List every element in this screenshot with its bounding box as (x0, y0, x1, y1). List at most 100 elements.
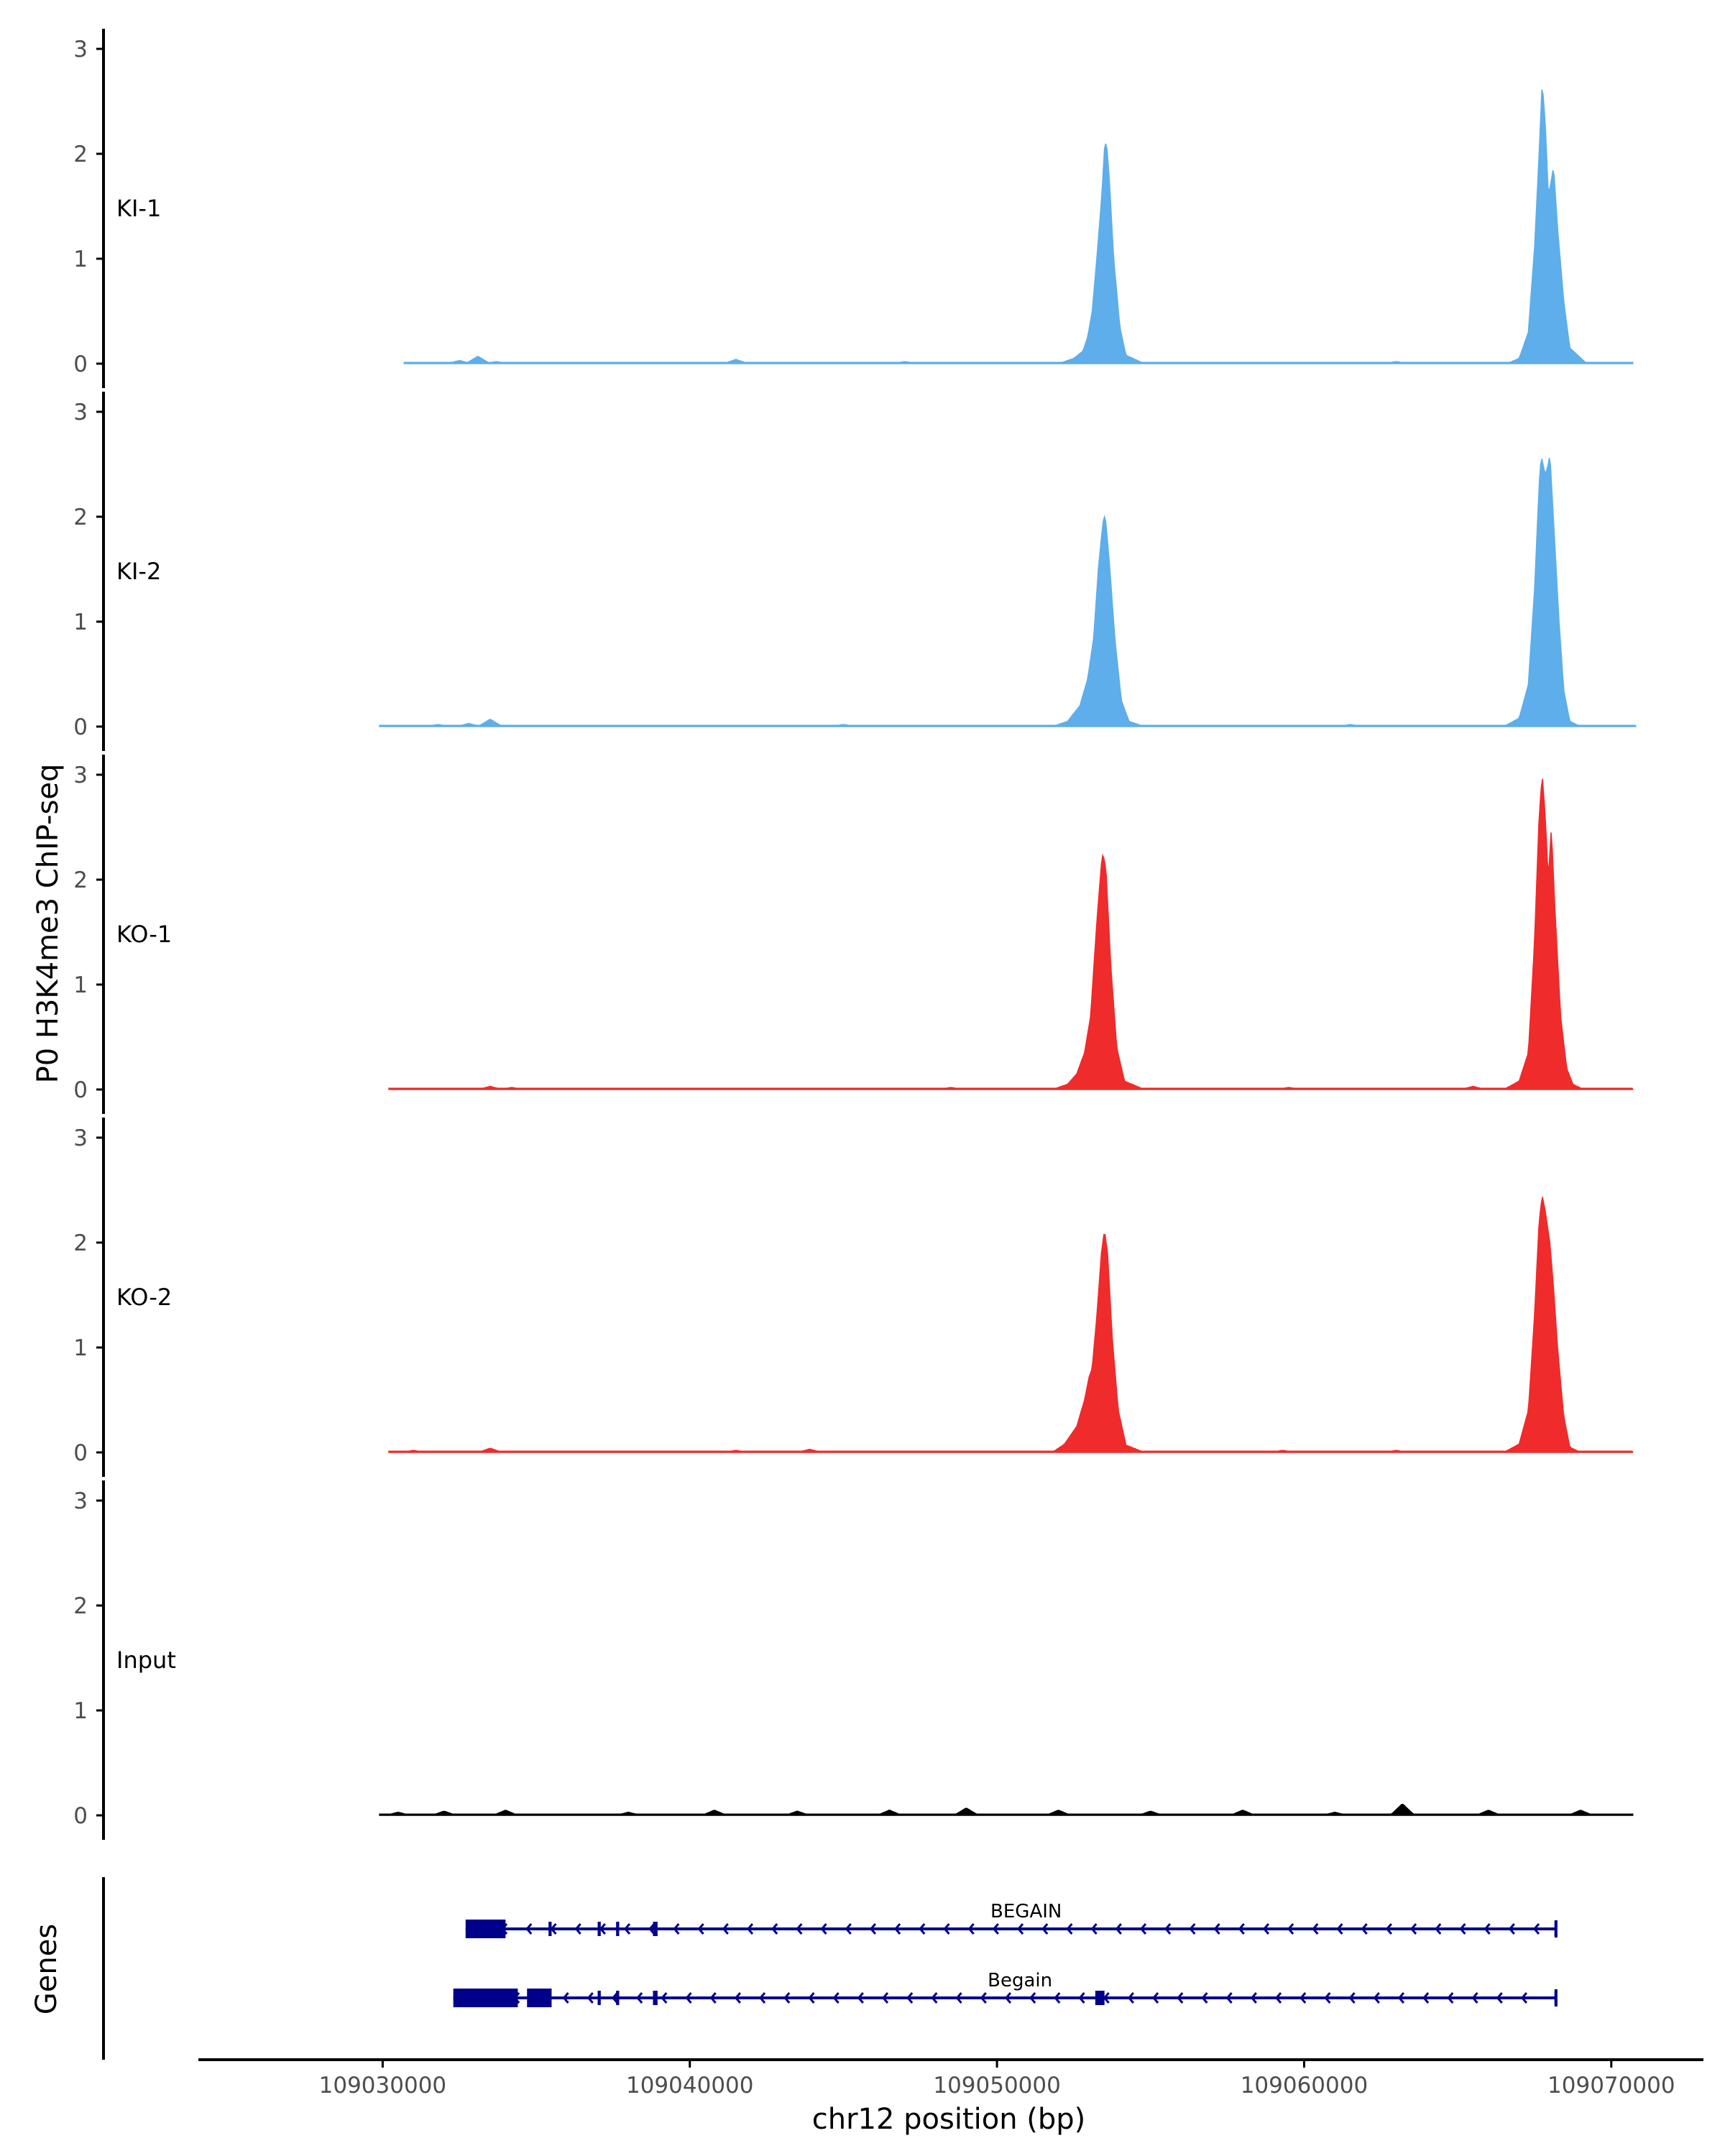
genes-layer: BEGAIN Begain (102, 1877, 1558, 2060)
exon (527, 1989, 552, 2007)
y-tick-label: 1 (73, 247, 88, 272)
strand-arrow (1115, 1923, 1122, 1935)
strand-arrow (1471, 1992, 1478, 2004)
strand-arrow (525, 1923, 533, 1935)
track-ki-1: 0 1 2 3 KI-1 (73, 29, 1634, 388)
strand-arrow (1300, 1992, 1307, 2004)
strand-arrow (980, 1992, 987, 2004)
track-input: 0 1 2 3 Input (73, 1480, 1634, 1840)
strand-arrow (919, 1923, 926, 1935)
x-tick-label: 109050000 (933, 2073, 1061, 2099)
track-ko-1: 0 1 2 3 KO-1 (73, 755, 1634, 1114)
strand-arrow (1177, 1992, 1184, 2004)
exon (453, 1989, 518, 2007)
strand-arrow (697, 1923, 704, 1935)
y-tick-label: 3 (73, 37, 88, 63)
strand-arrow (1348, 1992, 1356, 2004)
signal-area (379, 1803, 1634, 1816)
exon (597, 1922, 601, 1936)
strand-arrow (574, 1923, 581, 1935)
strand-arrow (1459, 1923, 1466, 1935)
y-tick-label: 3 (73, 1125, 88, 1151)
strand-arrow (1189, 1923, 1196, 1935)
y-tick-label: 2 (73, 867, 88, 893)
track-ki-2: 0 1 2 3 KI-2 (73, 392, 1637, 751)
tracks-layer: 0 1 2 3 KI-1 0 1 2 3 KI-2 0 1 2 3 KO-1 0 1 2 3 KO-2 0 1 2 3 Inpu… (73, 29, 1637, 1840)
strand-arrow (661, 1992, 668, 2004)
strand-arrow (845, 1923, 852, 1935)
strand-arrow (820, 1923, 827, 1935)
strand-arrow (1164, 1923, 1172, 1935)
strand-arrow (943, 1923, 950, 1935)
track-label: KI-2 (116, 558, 161, 585)
track-label: Input (116, 1646, 176, 1674)
y-tick-label: 3 (73, 1488, 88, 1514)
strand-arrow (1225, 1992, 1233, 2004)
y-tick-label: 1 (73, 1335, 88, 1361)
strand-arrow (1066, 1923, 1073, 1935)
strand-arrow (1238, 1923, 1245, 1935)
strand-arrow (1262, 1923, 1270, 1935)
exon (1095, 1991, 1105, 2005)
exon (1554, 1991, 1557, 2005)
track-label: KO-2 (116, 1284, 172, 1311)
strand-arrow (832, 1992, 840, 2004)
signal-area (379, 458, 1637, 727)
strand-arrow (746, 1923, 754, 1935)
y-tick-label: 2 (73, 505, 88, 530)
gene-begain: Begain (453, 1970, 1558, 2007)
strand-arrow (1312, 1923, 1319, 1935)
y-axis-title: P0 H3K4me3 ChIP-seq (32, 764, 65, 1084)
strand-arrow (1029, 1992, 1036, 2004)
strand-arrow (771, 1923, 778, 1935)
strand-arrow (1361, 1923, 1368, 1935)
gene-label: BEGAIN (990, 1901, 1062, 1922)
strand-arrow (808, 1992, 815, 2004)
y-tick-label: 3 (73, 400, 88, 425)
x-tick-label: 109060000 (1241, 2073, 1368, 2099)
strand-arrow (1410, 1923, 1417, 1935)
y-tick-label: 0 (73, 1440, 88, 1466)
y-tick-label: 2 (73, 142, 88, 167)
strand-arrow (586, 1992, 594, 2004)
strand-arrow (894, 1923, 901, 1935)
exon (653, 1922, 658, 1936)
y-tick-label: 1 (73, 1698, 88, 1724)
strand-arrow (1213, 1923, 1220, 1935)
y-tick-label: 1 (73, 972, 88, 998)
x-tick-label: 109030000 (319, 2073, 447, 2099)
strand-arrow (1532, 1923, 1540, 1935)
exon (616, 1991, 620, 2005)
gene-label: Begain (988, 1970, 1052, 1991)
strand-arrow (1041, 1923, 1049, 1935)
strand-arrow (1275, 1992, 1282, 2004)
strand-arrow (1397, 1992, 1405, 2004)
strand-arrow (759, 1992, 766, 2004)
strand-arrow (869, 1923, 877, 1935)
strand-arrow (709, 1992, 717, 2004)
strand-arrow (906, 1992, 914, 2004)
strand-arrow (1336, 1923, 1343, 1935)
strand-arrow (1250, 1992, 1257, 2004)
strand-arrow (685, 1992, 692, 2004)
strand-arrow (931, 1992, 938, 2004)
signal-area (388, 1197, 1634, 1453)
strand-arrow (882, 1992, 889, 2004)
strand-arrow (1422, 1992, 1430, 2004)
strand-arrow (734, 1992, 741, 2004)
strand-arrow (611, 1992, 619, 2004)
exon (653, 1991, 658, 2005)
exon (616, 1922, 620, 1936)
strand-arrow (636, 1992, 643, 2004)
genes-axis-title: Genes (30, 1924, 63, 2014)
x-tick-label: 109040000 (626, 2073, 754, 2099)
strand-arrow (1090, 1923, 1098, 1935)
strand-arrow (1078, 1992, 1085, 2004)
y-tick-label: 0 (73, 351, 88, 377)
signal-area (403, 89, 1634, 364)
x-tick-label: 109070000 (1547, 2073, 1675, 2099)
strand-arrow (1127, 1992, 1135, 2004)
y-tick-label: 0 (73, 1803, 88, 1829)
exon (597, 1991, 601, 2005)
